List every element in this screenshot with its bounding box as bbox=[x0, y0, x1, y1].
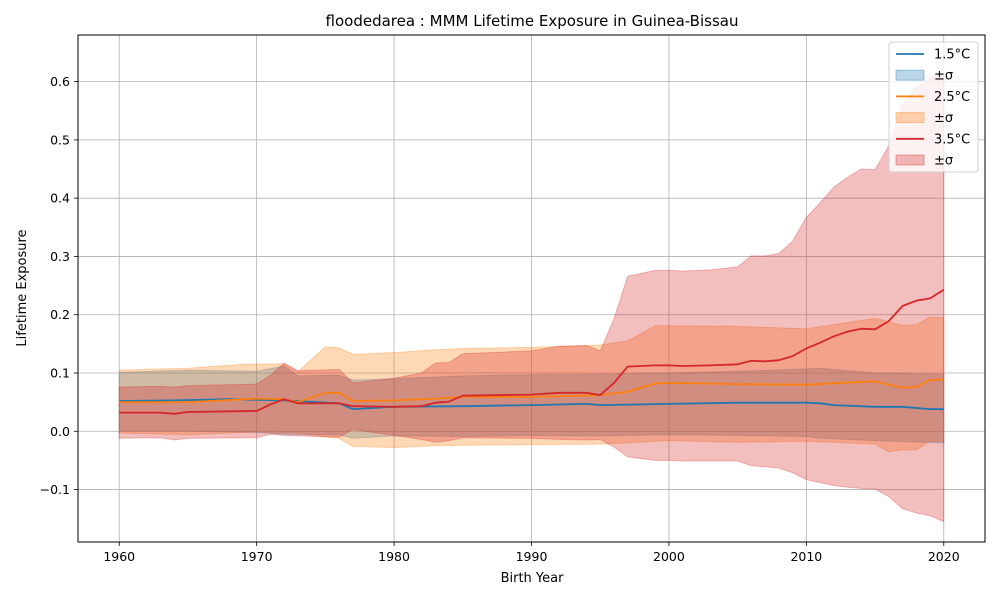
grid-lines bbox=[78, 35, 985, 542]
x-axis-title: Birth Year bbox=[501, 571, 565, 586]
y-tick-label: −0.1 bbox=[40, 482, 70, 497]
band-3 bbox=[118, 72, 945, 523]
legend-label: 1.5°C bbox=[934, 48, 970, 63]
x-tick-label: 2000 bbox=[653, 549, 685, 564]
legend-band-swatch bbox=[895, 154, 925, 166]
legend-label: 2.5°C bbox=[934, 90, 970, 105]
x-tick-label: 1960 bbox=[103, 549, 135, 564]
y-tick-label: 0.0 bbox=[50, 424, 70, 439]
y-tick-label: 0.6 bbox=[50, 74, 70, 89]
x-axis-ticks: 1960 1970 1980 1990 2000 2010 2020 bbox=[103, 542, 960, 564]
y-tick-label: 0.5 bbox=[50, 132, 70, 147]
y-tick-label: 0.1 bbox=[50, 366, 70, 381]
legend-band-label: ±σ bbox=[934, 69, 953, 84]
series-line-3 bbox=[119, 288, 945, 415]
legend-band-swatch bbox=[895, 69, 925, 81]
y-tick-label: 0.4 bbox=[50, 191, 70, 206]
band-2 bbox=[118, 316, 945, 453]
legend-band-swatch bbox=[895, 112, 925, 124]
legend-band-label: ±σ bbox=[934, 111, 953, 126]
y-tick-label: 0.2 bbox=[50, 307, 70, 322]
x-tick-label: 1980 bbox=[378, 549, 410, 564]
legend: 1.5°C ±σ 2.5°C ±σ 3.5°C ±σ bbox=[888, 41, 979, 173]
legend-label: 3.5°C bbox=[934, 132, 970, 147]
y-axis-title: Lifetime Exposure bbox=[15, 229, 30, 346]
y-axis-ticks: −0.1 0.0 0.1 0.2 0.3 0.4 0.5 0.6 bbox=[40, 74, 78, 497]
chart-title: floodedarea : MMM Lifetime Exposure in G… bbox=[326, 12, 739, 30]
x-tick-label: 2020 bbox=[928, 549, 960, 564]
series-lines bbox=[119, 288, 945, 415]
x-tick-label: 1970 bbox=[241, 549, 273, 564]
legend-band-label: ±σ bbox=[934, 154, 953, 169]
series-line-2 bbox=[119, 378, 944, 404]
std-bands bbox=[118, 72, 945, 523]
x-tick-label: 1990 bbox=[516, 549, 548, 564]
x-tick-label: 2010 bbox=[790, 549, 822, 564]
y-tick-label: 0.3 bbox=[50, 249, 70, 264]
